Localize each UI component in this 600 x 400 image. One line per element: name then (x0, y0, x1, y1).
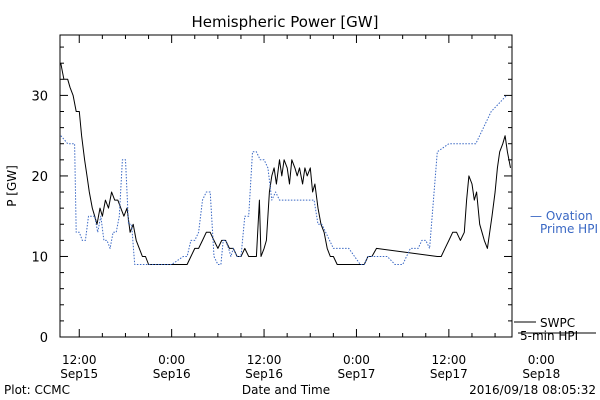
x-tick-time-label: 12:00 (247, 353, 282, 367)
x-tick-date-label: Sep16 (153, 367, 191, 381)
y-tick-label: 10 (31, 250, 48, 265)
x-tick-time-label: 12:00 (432, 353, 467, 367)
series-line-ovation (60, 95, 507, 265)
plot-area-frame (59, 34, 513, 338)
legend-ovation-line2: Prime HPI (540, 222, 598, 236)
x-tick-time-label: 0:00 (158, 353, 185, 367)
x-axis-label: Date and Time (242, 383, 330, 397)
chart-title: Hemispheric Power [GW] (192, 13, 379, 31)
y-tick-label: 30 (31, 89, 48, 104)
x-tick-date-label: Sep17 (338, 367, 376, 381)
footer-plot-credit: Plot: CCMC (4, 383, 70, 397)
series-layer (60, 63, 511, 265)
y-axis-label: P [GW] (5, 165, 19, 207)
y-axis-ticks: 0 10 20 30 (31, 46, 512, 346)
x-tick-date-label: Sep16 (245, 367, 283, 381)
y-tick-label: 0 (40, 331, 48, 346)
x-tick-time-label: 0:00 (528, 353, 555, 367)
legend-swpc-line1: SWPC (540, 316, 575, 330)
x-tick-date-label: Sep18 (522, 367, 560, 381)
x-tick-date-label: Sep17 (430, 367, 468, 381)
footer-timestamp: 2016/09/18 08:05:32 (469, 383, 596, 397)
x-axis-ticks: 12:00Sep150:00Sep1612:00Sep160:00Sep1712… (60, 35, 560, 381)
x-tick-time-label: 12:00 (62, 353, 97, 367)
legend-swpc-line2: 5-min HPI (520, 329, 578, 343)
x-tick-date-label: Sep15 (60, 367, 98, 381)
legend-ovation-line1: — Ovation (530, 209, 593, 223)
y-tick-label: 20 (31, 170, 48, 185)
x-tick-time-label: 0:00 (343, 353, 370, 367)
series-line-swpc (60, 63, 511, 265)
